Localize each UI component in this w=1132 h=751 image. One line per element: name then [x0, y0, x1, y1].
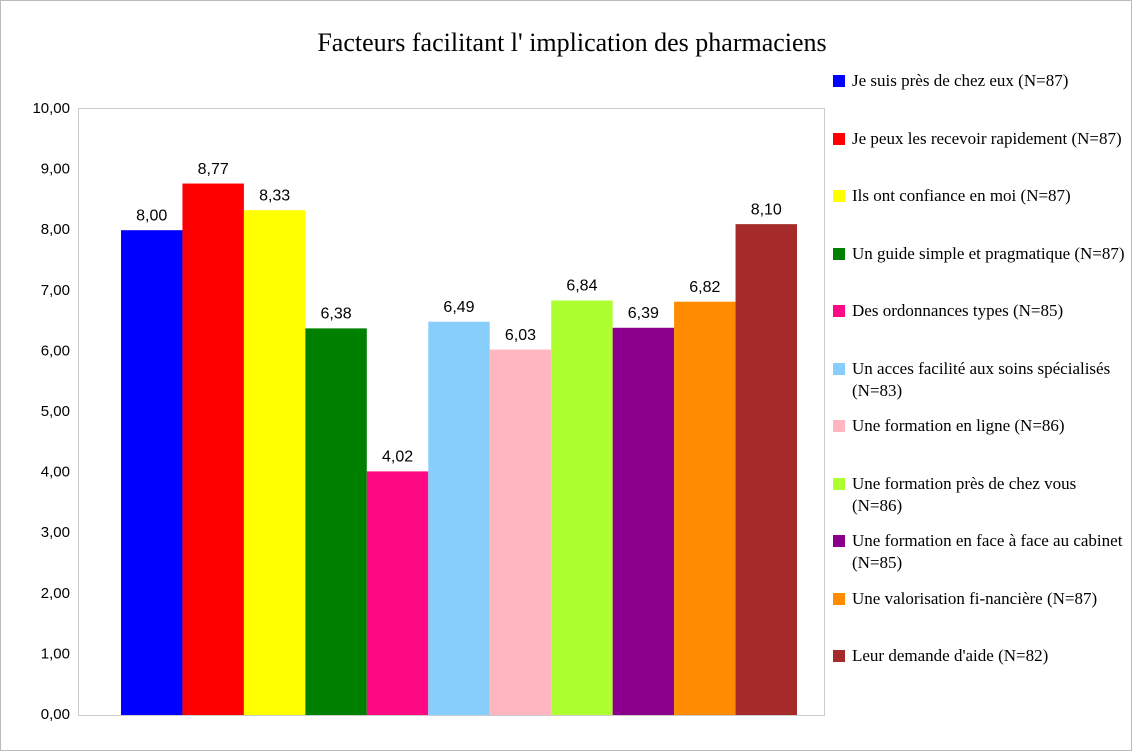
legend-swatch	[833, 535, 845, 547]
bar	[243, 210, 306, 715]
bar	[428, 321, 490, 715]
y-tick-label: 7,00	[41, 282, 70, 299]
legend-item: Un guide simple et pragmatique (N=87)	[833, 243, 1129, 265]
legend-item: Une valorisation fi-nancière (N=87)	[833, 588, 1129, 610]
legend-swatch	[833, 247, 845, 260]
legend-label: Une formation près de chez vous (N=86)	[852, 473, 1077, 515]
y-tick-label: 8,00	[41, 221, 70, 238]
legend-item: Leur demande d'aide (N=82)	[833, 645, 1129, 667]
y-tick-label: 4,00	[41, 464, 70, 481]
legend-item: Je peux les recevoir rapidement (N=87)	[833, 128, 1129, 150]
legend-swatch	[833, 132, 845, 145]
value-label: 6,84	[566, 278, 597, 295]
legend-label: Une formation en face à face au cabinet …	[852, 531, 1123, 572]
y-tick-label: 1,00	[41, 645, 70, 662]
value-label: 6,39	[628, 305, 659, 322]
legend-label: Ils ont confiance en moi (N=87)	[852, 186, 1071, 205]
bar	[735, 224, 797, 715]
value-label: 6,38	[321, 306, 352, 323]
legend-swatch	[833, 420, 845, 432]
y-tick-label: 5,00	[41, 403, 70, 420]
legend-item: Des ordonnances types (N=85)	[833, 300, 1129, 322]
chart-title: Facteurs facilitant l' implication des p…	[317, 28, 826, 57]
legend-item: Une formation en ligne (N=86)	[833, 415, 1129, 437]
legend-label: Une formation en ligne (N=86)	[852, 416, 1065, 435]
y-tick-label: 0,00	[41, 706, 70, 723]
legend-label: Un acces facilité aux soins spécialisés …	[852, 358, 1111, 400]
value-label: 6,03	[505, 327, 536, 344]
value-label: 8,33	[259, 187, 290, 204]
legend-label: Leur demande d'aide (N=82)	[852, 646, 1049, 665]
y-tick-label: 10,00	[32, 100, 70, 117]
bar	[612, 327, 675, 715]
y-tick-label: 3,00	[41, 524, 70, 541]
legend-label: Une valorisation fi-nancière (N=87)	[852, 588, 1098, 608]
bar	[489, 349, 552, 715]
legend-label: Je suis près de chez eux (N=87)	[852, 71, 1069, 90]
legend-swatch	[833, 362, 845, 375]
legend-swatch	[833, 477, 845, 490]
legend-swatch	[833, 75, 845, 87]
legend-item: Un acces facilité aux soins spécialisés …	[833, 358, 1129, 402]
legend-swatch	[833, 592, 845, 605]
value-label: 6,49	[443, 299, 474, 316]
legend-label: Un guide simple et pragmatique (N=87)	[852, 243, 1125, 263]
y-tick-label: 9,00	[41, 161, 70, 178]
value-label: 6,82	[689, 279, 720, 296]
bar	[305, 328, 367, 715]
legend-item: Une formation près de chez vous (N=86)	[833, 473, 1129, 517]
bar	[366, 471, 429, 715]
legend-label: Je peux les recevoir rapidement (N=87)	[852, 128, 1122, 148]
value-label: 8,00	[136, 207, 167, 224]
legend-swatch	[833, 305, 845, 317]
y-tick-label: 6,00	[41, 342, 70, 359]
legend-swatch	[833, 190, 845, 202]
bar	[182, 183, 244, 716]
y-tick-label: 2,00	[41, 585, 70, 602]
legend-item: Une formation en face à face au cabinet …	[833, 530, 1129, 574]
bar	[674, 301, 736, 715]
value-label: 8,10	[751, 201, 782, 218]
legend-swatch	[833, 650, 845, 662]
legend-item: Je suis près de chez eux (N=87)	[833, 70, 1129, 92]
legend-item: Ils ont confiance en moi (N=87)	[833, 185, 1129, 207]
value-label: 4,02	[382, 449, 413, 466]
bar	[121, 230, 183, 715]
value-label: 8,77	[198, 161, 229, 178]
legend-label: Des ordonnances types (N=85)	[852, 301, 1064, 320]
plot-area	[78, 108, 825, 716]
bar	[551, 300, 613, 715]
